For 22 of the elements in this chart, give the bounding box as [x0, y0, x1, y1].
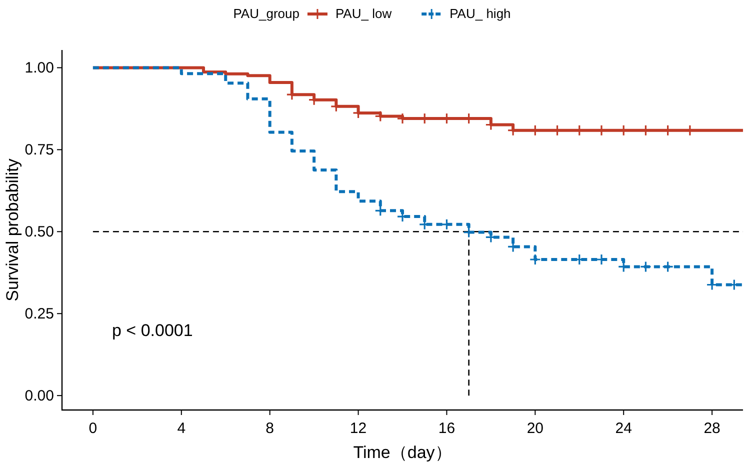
legend-label: PAU_ high	[450, 6, 511, 21]
annotation: p < 0.0001	[112, 321, 193, 340]
x-axis-title: Time（day）	[353, 443, 452, 462]
y-tick-label: 0.00	[24, 388, 54, 405]
x-tick-label: 8	[266, 420, 274, 437]
point	[529, 254, 541, 266]
point	[640, 260, 652, 273]
legend-label: PAU_ low	[335, 6, 392, 21]
x-tick-label: 24	[615, 420, 632, 437]
x-tick-label: 12	[350, 420, 367, 437]
point	[662, 260, 674, 273]
y-tick-label: 0.25	[24, 306, 54, 323]
y-axis-title: Survival probability	[3, 158, 22, 302]
legend-title: PAU_group	[233, 6, 300, 21]
y-tick-label: 0.75	[24, 142, 54, 159]
x-tick-label: 16	[438, 420, 456, 437]
x-tick-label: 28	[704, 420, 720, 437]
y-tick-label: 0.50	[24, 224, 54, 241]
x-tick-label: 0	[88, 420, 98, 437]
y-tick-label: 1.00	[24, 60, 54, 77]
x-tick-label: 4	[177, 420, 186, 437]
x-tick-label: 20	[526, 420, 544, 437]
